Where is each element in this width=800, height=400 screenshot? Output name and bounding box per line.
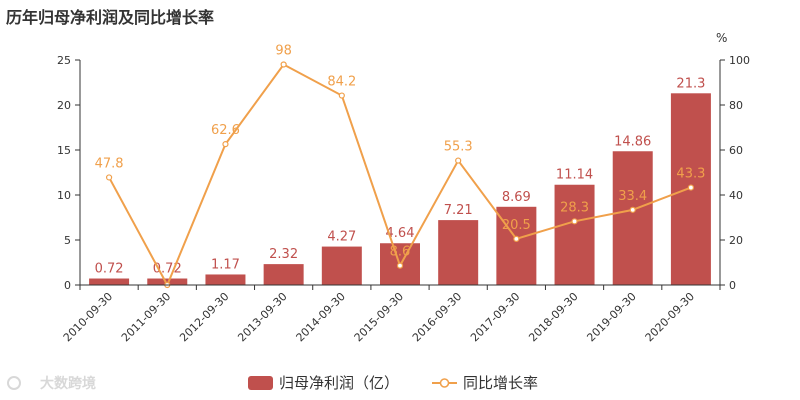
left-tick-label: 25 [57, 54, 71, 67]
bar[interactable] [438, 220, 479, 285]
x-tick-label: 2015-09-30 [352, 290, 406, 344]
growth-rate-point[interactable] [105, 174, 113, 181]
bar-value-label: 4.64 [386, 226, 415, 241]
chart-title: 历年归母净利润及同比增长率 [6, 8, 215, 27]
growth-rate-label: 84.2 [327, 75, 356, 90]
right-axis-unit: % [716, 31, 727, 45]
bar-value-label: 21.3 [676, 76, 705, 91]
x-tick-label: 2020-09-30 [643, 290, 697, 344]
growth-rate-point[interactable] [513, 235, 520, 242]
left-tick-label: 15 [57, 144, 71, 157]
growth-rate-point[interactable] [629, 206, 636, 213]
growth-rate-point[interactable] [338, 92, 345, 99]
bar-value-label: 1.17 [211, 257, 240, 272]
growth-rate-point[interactable] [396, 262, 404, 269]
legend-bar-label: 归母净利润（亿） [279, 374, 399, 392]
x-tick-label: 2010-09-30 [61, 290, 115, 344]
left-tick-label: 5 [64, 234, 71, 247]
legend-line-marker [439, 378, 450, 388]
growth-rate-label: 47.8 [95, 156, 124, 171]
legend-bar-swatch [248, 376, 273, 390]
bar-value-label: 14.86 [614, 134, 651, 149]
right-tick-label: 60 [729, 144, 743, 157]
bar[interactable] [205, 274, 246, 285]
growth-rate-point[interactable] [571, 218, 578, 225]
left-tick-label: 20 [57, 99, 71, 112]
x-tick-label: 2019-09-30 [584, 290, 638, 344]
right-tick-label: 0 [729, 279, 736, 292]
bar-value-label: 8.69 [502, 190, 531, 205]
growth-rate-point[interactable] [280, 61, 287, 68]
bar[interactable] [147, 278, 188, 285]
growth-rate-label: 28.3 [560, 200, 589, 215]
growth-rate-label: 20.5 [502, 218, 531, 233]
watermark-text: 大数跨境 [40, 375, 96, 392]
bar[interactable] [321, 246, 362, 285]
x-tick-label: 2011-09-30 [119, 290, 173, 344]
bar[interactable] [612, 151, 653, 285]
bar-value-label: 2.32 [269, 247, 298, 262]
bar-value-label: 4.27 [327, 230, 356, 245]
watermark-logo-icon [7, 376, 21, 390]
left-tick-label: 0 [64, 279, 71, 292]
growth-rate-point[interactable] [222, 141, 229, 148]
x-tick-label: 2018-09-30 [526, 290, 580, 344]
x-tick-label: 2016-09-30 [410, 290, 464, 344]
x-tick-label: 2017-09-30 [468, 290, 522, 344]
bar-value-label: 7.21 [444, 203, 473, 218]
bar-value-label: 11.14 [556, 168, 593, 183]
right-tick-label: 80 [729, 99, 743, 112]
x-tick-label: 2012-09-30 [177, 290, 231, 344]
growth-rate-point[interactable] [455, 157, 462, 164]
left-tick-label: 10 [57, 189, 71, 202]
growth-rate-label: 55.3 [444, 140, 473, 155]
bar[interactable] [554, 184, 595, 285]
bar[interactable] [89, 278, 130, 285]
right-tick-label: 20 [729, 234, 743, 247]
growth-rate-label: 33.4 [618, 189, 647, 204]
growth-rate-label: 98 [275, 44, 292, 59]
x-tick-label: 2013-09-30 [235, 290, 289, 344]
legend-line-label: 同比增长率 [463, 374, 538, 392]
growth-rate-point[interactable] [687, 184, 695, 191]
growth-rate-label: 8.6 [390, 245, 411, 260]
right-tick-label: 40 [729, 189, 743, 202]
growth-rate-label: 43.3 [676, 167, 705, 182]
right-tick-label: 100 [729, 54, 750, 67]
bar-value-label: 0.72 [153, 262, 182, 277]
bar-value-label: 0.72 [95, 262, 124, 277]
bar[interactable] [263, 264, 304, 285]
growth-rate-label: 62.6 [211, 123, 240, 138]
x-tick-label: 2014-09-30 [294, 290, 348, 344]
